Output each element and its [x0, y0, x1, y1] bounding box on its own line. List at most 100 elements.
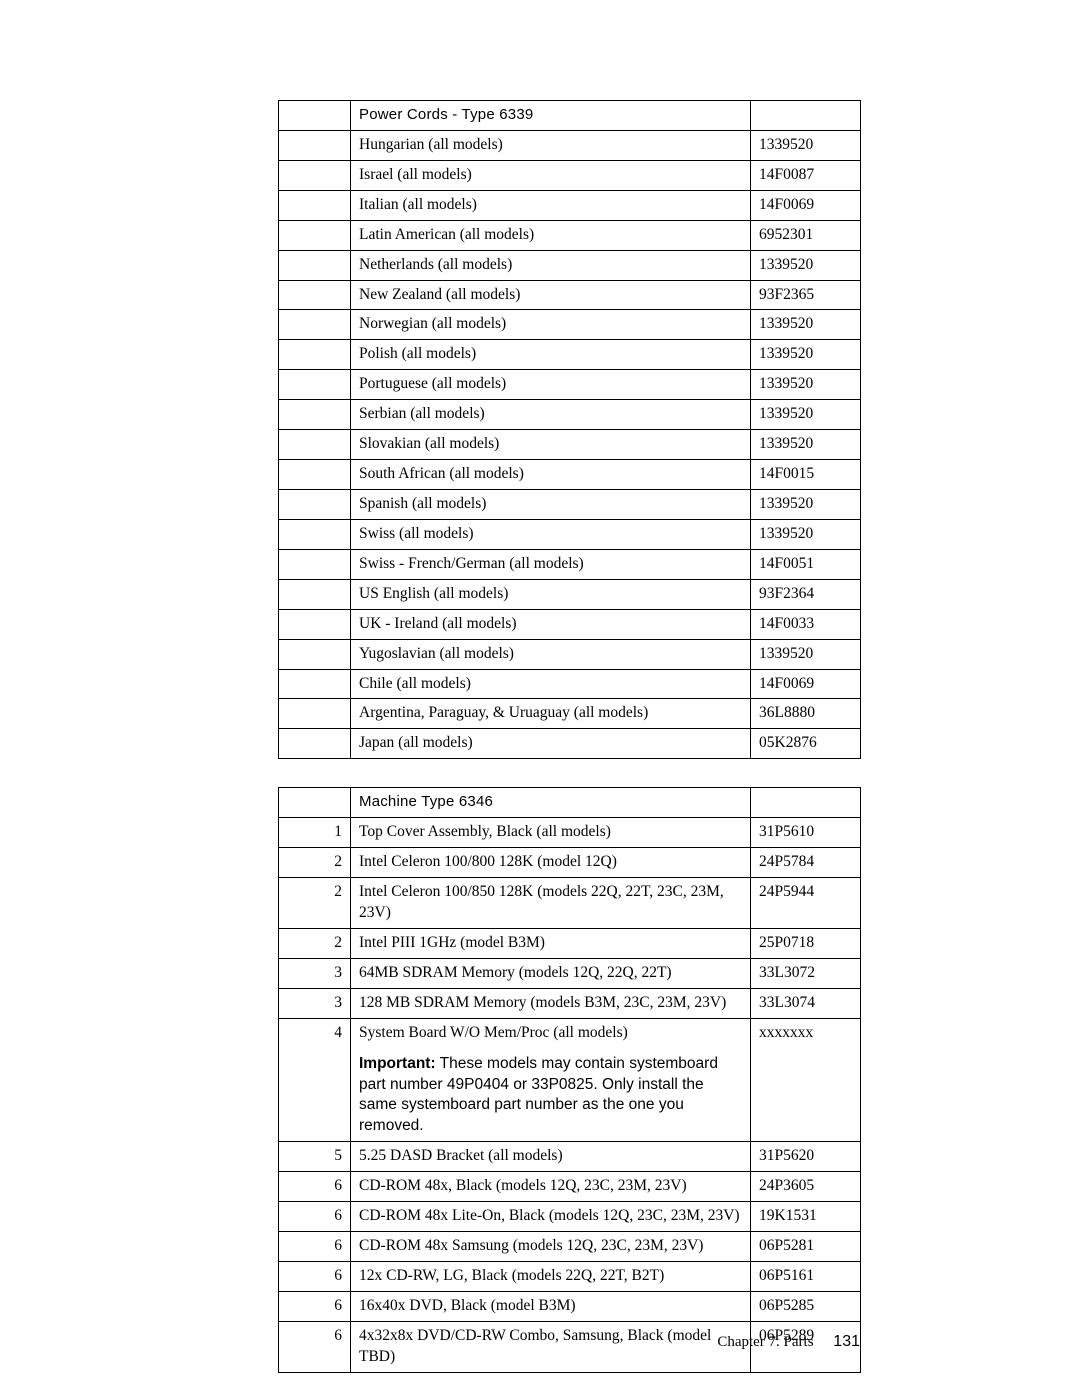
- row-part-number: 1339520: [751, 370, 861, 400]
- row-index: [279, 489, 351, 519]
- table-row: UK - Ireland (all models)14F0033: [279, 609, 861, 639]
- row-index: [279, 370, 351, 400]
- row-index: 3: [279, 958, 351, 988]
- row-part-number: 06P5285: [751, 1291, 861, 1321]
- row-description: South African (all models): [351, 460, 751, 490]
- row-description: Polish (all models): [351, 340, 751, 370]
- table-row: Swiss (all models)1339520: [279, 519, 861, 549]
- row-description: Top Cover Assembly, Black (all models): [351, 818, 751, 848]
- row-description: Hungarian (all models): [351, 130, 751, 160]
- table-row: Argentina, Paraguay, & Uruaguay (all mod…: [279, 699, 861, 729]
- row-index: 6: [279, 1232, 351, 1262]
- row-description: Argentina, Paraguay, & Uruaguay (all mod…: [351, 699, 751, 729]
- row-description: Spanish (all models): [351, 489, 751, 519]
- row-description: Swiss - French/German (all models): [351, 549, 751, 579]
- row-index: [279, 699, 351, 729]
- table-gap: [278, 759, 860, 787]
- table-header-title: Power Cords - Type 6339: [351, 101, 751, 131]
- row-description-text: Intel PIII 1GHz (model B3M): [359, 934, 545, 951]
- row-description: 12x CD-RW, LG, Black (models 22Q, 22T, B…: [351, 1261, 751, 1291]
- row-index: 5: [279, 1142, 351, 1172]
- page-footer: Chapter 7. Parts 131: [717, 1333, 860, 1351]
- row-index: [279, 639, 351, 669]
- row-description-text: Intel Celeron 100/800 128K (model 12Q): [359, 853, 617, 870]
- row-description-text: 12x CD-RW, LG, Black (models 22Q, 22T, B…: [359, 1267, 664, 1284]
- table-row: 364MB SDRAM Memory (models 12Q, 22Q, 22T…: [279, 958, 861, 988]
- table-row: Chile (all models)14F0069: [279, 669, 861, 699]
- row-description-text: CD-ROM 48x Lite-On, Black (models 12Q, 2…: [359, 1207, 740, 1224]
- table-row: Japan (all models)05K2876: [279, 729, 861, 759]
- table-row: 2Intel Celeron 100/850 128K (models 22Q,…: [279, 878, 861, 929]
- table-header-row: Power Cords - Type 6339: [279, 101, 861, 131]
- row-description: CD-ROM 48x, Black (models 12Q, 23C, 23M,…: [351, 1172, 751, 1202]
- row-description-text: 4x32x8x DVD/CD-RW Combo, Samsung, Black …: [359, 1327, 711, 1365]
- row-index: 3: [279, 988, 351, 1018]
- row-description-text: 128 MB SDRAM Memory (models B3M, 23C, 23…: [359, 994, 726, 1011]
- row-description: Swiss (all models): [351, 519, 751, 549]
- table-row: 1Top Cover Assembly, Black (all models)3…: [279, 818, 861, 848]
- row-part-number: 06P5161: [751, 1261, 861, 1291]
- row-description: Netherlands (all models): [351, 250, 751, 280]
- table-row: Spanish (all models)1339520: [279, 489, 861, 519]
- row-description-text: 16x40x DVD, Black (model B3M): [359, 1297, 576, 1314]
- table-header-row: Machine Type 6346: [279, 788, 861, 818]
- row-part-number: 33L3074: [751, 988, 861, 1018]
- row-part-number: 1339520: [751, 430, 861, 460]
- table-header-title: Machine Type 6346: [351, 788, 751, 818]
- machine-type-table: Machine Type 6346 1Top Cover Assembly, B…: [278, 787, 861, 1372]
- row-part-number: 25P0718: [751, 928, 861, 958]
- table-row: 3 128 MB SDRAM Memory (models B3M, 23C, 2…: [279, 988, 861, 1018]
- table1-title: Power Cords - Type 6339: [359, 106, 533, 123]
- table-header-blank: [279, 101, 351, 131]
- table-row: Serbian (all models)1339520: [279, 400, 861, 430]
- row-part-number: 1339520: [751, 130, 861, 160]
- row-description: Norwegian (all models): [351, 310, 751, 340]
- row-description: Israel (all models): [351, 160, 751, 190]
- row-part-number: 14F0069: [751, 190, 861, 220]
- row-part-number: 14F0069: [751, 669, 861, 699]
- table-row: 616x40x DVD, Black (model B3M)06P5285: [279, 1291, 861, 1321]
- row-part-number: 93F2365: [751, 280, 861, 310]
- row-index: [279, 250, 351, 280]
- table-row: Israel (all models)14F0087: [279, 160, 861, 190]
- row-description-text: System Board W/O Mem/Proc (all models): [359, 1024, 628, 1041]
- row-description: 64MB SDRAM Memory (models 12Q, 22Q, 22T): [351, 958, 751, 988]
- row-part-number: 36L8880: [751, 699, 861, 729]
- row-part-number: 31P5610: [751, 818, 861, 848]
- table-row: Latin American (all models)6952301: [279, 220, 861, 250]
- row-description: 4x32x8x DVD/CD-RW Combo, Samsung, Black …: [351, 1321, 751, 1372]
- row-part-number: 24P3605: [751, 1172, 861, 1202]
- row-note-label: Important:: [359, 1055, 436, 1072]
- row-description: Chile (all models): [351, 669, 751, 699]
- row-description: Latin American (all models): [351, 220, 751, 250]
- row-description: Serbian (all models): [351, 400, 751, 430]
- row-description: 128 MB SDRAM Memory (models B3M, 23C, 23…: [351, 988, 751, 1018]
- row-part-number: 6952301: [751, 220, 861, 250]
- row-index: 1: [279, 818, 351, 848]
- row-description: Yugoslavian (all models): [351, 639, 751, 669]
- row-index: [279, 729, 351, 759]
- table-row: 55.25 DASD Bracket (all models)31P5620: [279, 1142, 861, 1172]
- row-description: 16x40x DVD, Black (model B3M): [351, 1291, 751, 1321]
- row-index: [279, 160, 351, 190]
- table-row: 2Intel PIII 1GHz (model B3M)25P0718: [279, 928, 861, 958]
- table-row: 612x CD-RW, LG, Black (models 22Q, 22T, …: [279, 1261, 861, 1291]
- row-part-number: 14F0015: [751, 460, 861, 490]
- row-description: CD-ROM 48x Samsung (models 12Q, 23C, 23M…: [351, 1232, 751, 1262]
- row-description: 5.25 DASD Bracket (all models): [351, 1142, 751, 1172]
- table-row: New Zealand (all models)93F2365: [279, 280, 861, 310]
- row-part-number: 14F0087: [751, 160, 861, 190]
- row-part-number: 1339520: [751, 519, 861, 549]
- row-index: [279, 549, 351, 579]
- row-index: [279, 609, 351, 639]
- row-part-number: 31P5620: [751, 1142, 861, 1172]
- row-index: 2: [279, 878, 351, 929]
- table-row: Swiss - French/German (all models)14F005…: [279, 549, 861, 579]
- row-description: Portuguese (all models): [351, 370, 751, 400]
- table-header-blank: [279, 788, 351, 818]
- row-index: [279, 190, 351, 220]
- row-description: Intel PIII 1GHz (model B3M): [351, 928, 751, 958]
- table-row: 6CD-ROM 48x Samsung (models 12Q, 23C, 23…: [279, 1232, 861, 1262]
- row-index: [279, 340, 351, 370]
- row-index: 6: [279, 1202, 351, 1232]
